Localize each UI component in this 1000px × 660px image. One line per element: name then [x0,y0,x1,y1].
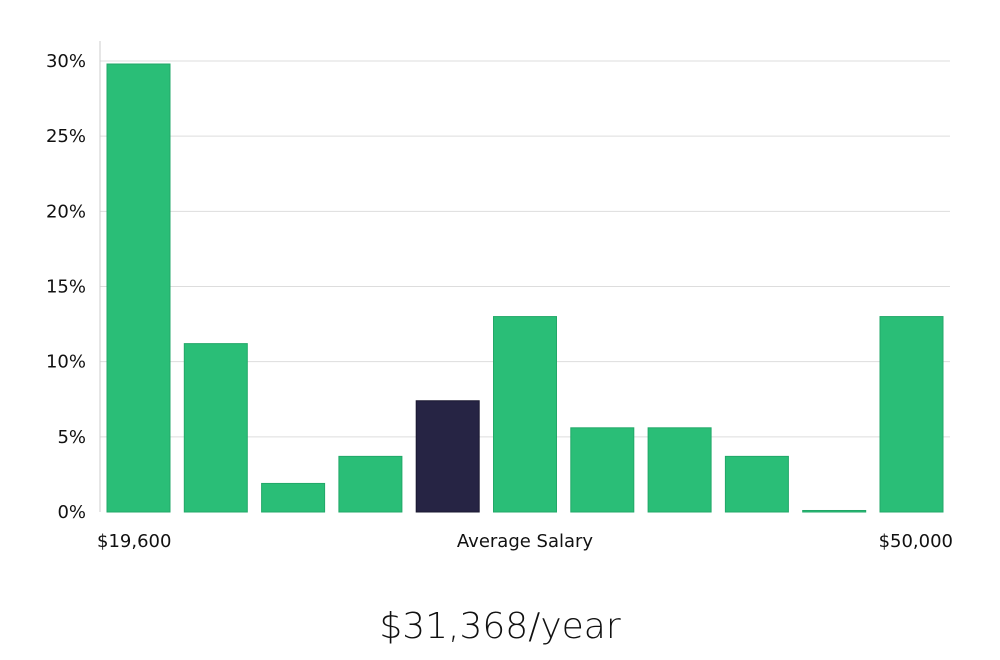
bar [493,316,557,513]
salary-distribution-chart: 0% 5% 10% 15% 20% 25% 30% $19,600 Average Sala… [46,41,953,552]
bar [106,63,171,513]
average-salary-value: $31,368/year [379,606,621,647]
bar [879,316,944,513]
bar [724,455,789,513]
x-label-min: $19,600 [97,531,171,552]
y-tick-label: 10% [46,352,86,373]
y-tick-label: 25% [46,126,86,147]
bar [338,455,403,513]
y-tick-label: 0% [57,502,86,523]
y-tick-label: 5% [57,427,86,448]
y-tick-label: 30% [46,51,86,72]
bar [647,427,712,513]
bar [261,482,326,513]
bars [106,63,944,513]
x-label-average: Average Salary [457,531,594,552]
bar-average-salary [415,400,480,513]
bar [183,343,248,513]
y-axis-ticks: 0% 5% 10% 15% 20% 25% 30% [46,51,86,523]
y-tick-label: 20% [46,201,86,222]
bar [570,427,635,513]
bar [802,509,867,513]
x-label-max: $50,000 [879,531,953,552]
y-tick-label: 15% [46,277,86,298]
